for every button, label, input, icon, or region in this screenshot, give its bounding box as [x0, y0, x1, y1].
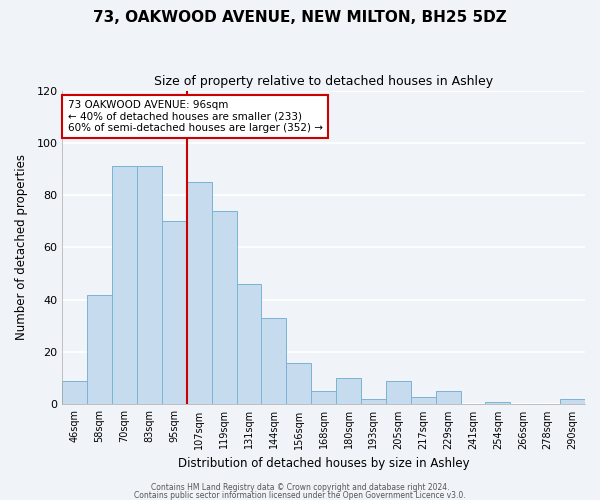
Bar	[236, 284, 262, 405]
Bar	[485, 402, 511, 404]
Text: 73, OAKWOOD AVENUE, NEW MILTON, BH25 5DZ: 73, OAKWOOD AVENUE, NEW MILTON, BH25 5DZ	[93, 10, 507, 25]
Text: Contains public sector information licensed under the Open Government Licence v3: Contains public sector information licen…	[134, 490, 466, 500]
Bar	[112, 166, 137, 404]
Bar	[361, 399, 386, 404]
X-axis label: Distribution of detached houses by size in Ashley: Distribution of detached houses by size …	[178, 457, 469, 470]
Bar	[386, 381, 411, 404]
Bar	[436, 392, 461, 404]
Title: Size of property relative to detached houses in Ashley: Size of property relative to detached ho…	[154, 75, 493, 88]
Bar	[187, 182, 212, 404]
Bar	[162, 222, 187, 404]
Bar	[286, 362, 311, 405]
Text: Contains HM Land Registry data © Crown copyright and database right 2024.: Contains HM Land Registry data © Crown c…	[151, 484, 449, 492]
Bar	[560, 399, 585, 404]
Bar	[62, 381, 87, 404]
Bar	[212, 211, 236, 404]
Bar	[137, 166, 162, 404]
Text: 73 OAKWOOD AVENUE: 96sqm
← 40% of detached houses are smaller (233)
60% of semi-: 73 OAKWOOD AVENUE: 96sqm ← 40% of detach…	[68, 100, 323, 133]
Bar	[311, 392, 336, 404]
Bar	[336, 378, 361, 404]
Y-axis label: Number of detached properties: Number of detached properties	[15, 154, 28, 340]
Bar	[262, 318, 286, 404]
Bar	[411, 396, 436, 404]
Bar	[87, 294, 112, 405]
